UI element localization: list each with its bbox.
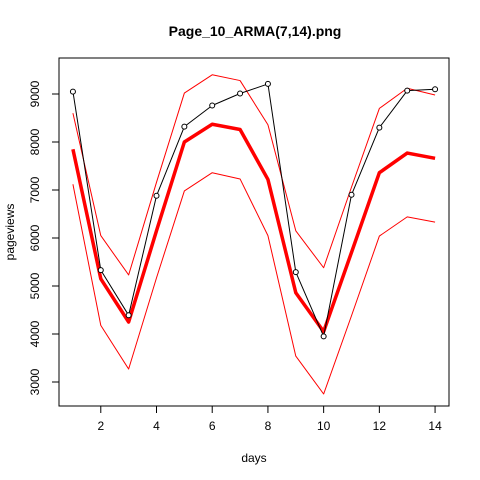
y-tick-label: 5000 bbox=[28, 272, 42, 299]
x-tick-label: 6 bbox=[209, 419, 216, 433]
series-line-lower-bound bbox=[72, 172, 436, 395]
data-point bbox=[181, 123, 188, 130]
data-point bbox=[376, 124, 383, 131]
data-point bbox=[432, 86, 439, 93]
y-tick-label: 3000 bbox=[28, 368, 42, 395]
x-tick-label: 12 bbox=[373, 419, 387, 433]
data-point bbox=[237, 90, 244, 97]
series-line-observed bbox=[72, 83, 436, 337]
data-point bbox=[404, 87, 411, 94]
data-point bbox=[97, 267, 104, 274]
x-tick-label: 8 bbox=[265, 419, 272, 433]
plot-box bbox=[58, 57, 450, 407]
chart-title: Page_10_ARMA(7,14).png bbox=[169, 23, 342, 39]
data-point bbox=[209, 102, 216, 109]
data-point bbox=[348, 191, 355, 198]
data-point bbox=[125, 312, 132, 319]
y-tick-label: 7000 bbox=[28, 176, 42, 203]
data-point bbox=[69, 88, 76, 95]
y-tick-label: 4000 bbox=[28, 320, 42, 347]
data-point bbox=[264, 80, 271, 87]
x-axis: 2 4 6 8 10 12 14 bbox=[97, 405, 442, 433]
x-tick-label: 10 bbox=[317, 419, 331, 433]
data-point bbox=[320, 333, 327, 340]
y-tick-label: 9000 bbox=[28, 80, 42, 107]
x-tick-label: 4 bbox=[153, 419, 160, 433]
y-tick-label: 6000 bbox=[28, 224, 42, 251]
y-axis: 3000 4000 5000 6000 7000 8000 9000 bbox=[28, 80, 60, 395]
x-axis-label: days bbox=[241, 451, 266, 465]
y-axis-label: pageviews bbox=[3, 204, 17, 261]
data-point bbox=[292, 269, 299, 276]
series-line-upper-bound bbox=[72, 74, 436, 276]
series-layer bbox=[69, 74, 439, 395]
data-point bbox=[153, 192, 160, 199]
series-line-forecast bbox=[71, 122, 436, 334]
x-tick-label: 14 bbox=[428, 419, 442, 433]
y-tick-label: 8000 bbox=[28, 128, 42, 155]
x-tick-label: 2 bbox=[97, 419, 104, 433]
